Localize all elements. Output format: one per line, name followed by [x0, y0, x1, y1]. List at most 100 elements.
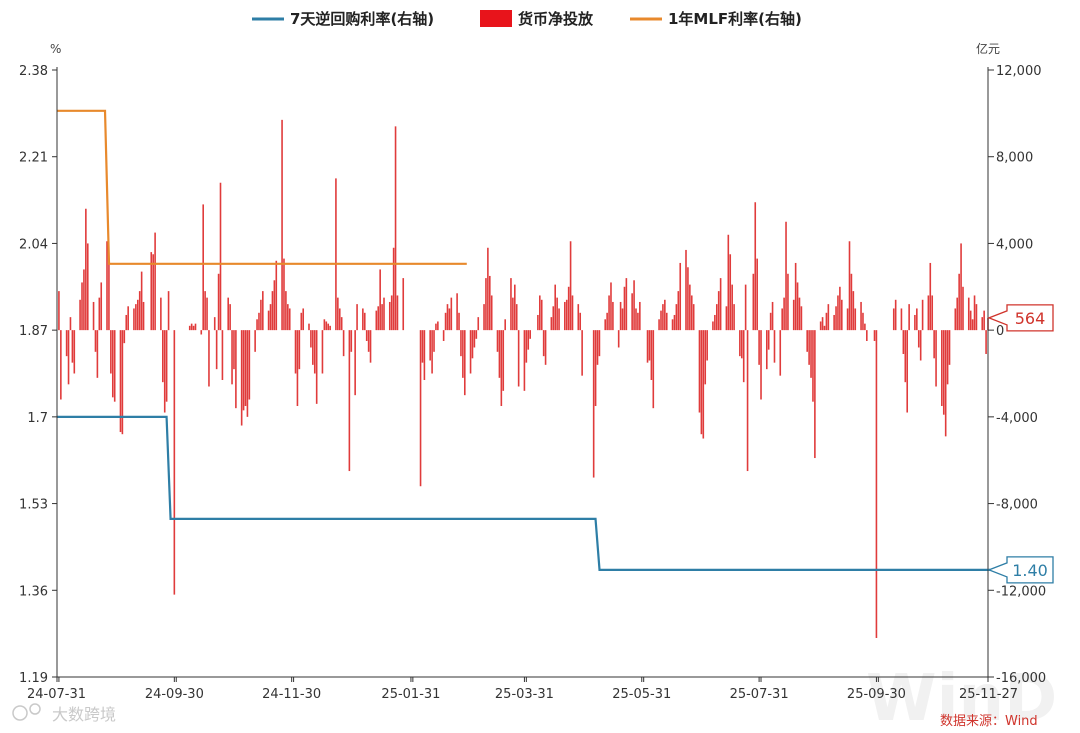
- bar-27: [133, 308, 135, 331]
- bar-233: [733, 304, 735, 331]
- bar-173: [564, 301, 566, 331]
- bar-222: [704, 330, 707, 385]
- bar-165: [540, 299, 543, 331]
- bar-194: [625, 278, 628, 331]
- bar-150: [498, 330, 501, 378]
- bar-191: [619, 301, 622, 331]
- bar-188: [610, 282, 612, 331]
- bar-306: [948, 330, 951, 365]
- bar-153: [504, 319, 506, 331]
- bar-203: [652, 330, 655, 409]
- bar-131: [446, 304, 449, 331]
- right-tick-label-7: 12,000: [996, 64, 1042, 79]
- bar-41: [173, 330, 176, 595]
- bar-94: [327, 323, 330, 331]
- line-series-0: [57, 415, 990, 571]
- bar-169: [552, 306, 555, 331]
- bar-287: [900, 308, 903, 331]
- bar-104: [356, 304, 358, 331]
- bar-213: [679, 262, 682, 331]
- bar-147: [489, 275, 491, 331]
- bar-305: [946, 330, 949, 385]
- bar-125: [431, 330, 433, 374]
- bar-291: [908, 304, 910, 331]
- bar-313: [969, 310, 972, 331]
- bar-145: [485, 278, 487, 331]
- bar-77: [283, 258, 285, 331]
- bar-267: [825, 312, 828, 331]
- legend-item-0[interactable]: 7天逆回购利率(右轴): [290, 10, 434, 28]
- bar-297: [927, 295, 930, 331]
- bar-168: [550, 317, 553, 331]
- bar-139: [469, 330, 472, 374]
- bar-116: [390, 295, 393, 331]
- bar-23: [121, 330, 124, 435]
- bar-210: [673, 314, 676, 331]
- bar-143: [477, 317, 480, 331]
- bar-294: [917, 330, 920, 348]
- bar-249: [779, 330, 782, 376]
- legend-item-1[interactable]: 货币净投放: [518, 10, 594, 28]
- bar-11: [86, 243, 89, 331]
- bar-177: [571, 295, 574, 331]
- bar-285: [892, 308, 895, 331]
- bar-223: [706, 330, 708, 361]
- bar-127: [435, 323, 437, 331]
- bar-247: [771, 301, 774, 331]
- bar-88: [312, 330, 314, 365]
- bar-280: [862, 312, 864, 331]
- bar-2: [65, 330, 68, 357]
- bar-122: [421, 330, 424, 363]
- bar-137: [462, 330, 464, 378]
- bar-68: [258, 312, 260, 331]
- x-tick-label-2: 24-11-30: [262, 687, 321, 702]
- right-tick-label-2: -8,000: [996, 498, 1038, 513]
- x-tick-label-5: 25-05-31: [612, 687, 671, 702]
- bar-72: [269, 304, 272, 331]
- bar-135: [458, 312, 460, 331]
- bar-20: [111, 330, 114, 398]
- x-tick-label-6: 25-07-31: [730, 687, 789, 702]
- bar-167: [544, 330, 547, 365]
- bar-148: [490, 295, 493, 331]
- bar-319: [985, 330, 987, 354]
- bar-56: [227, 297, 229, 331]
- bar-161: [527, 330, 530, 350]
- right-tick-label-4: 0: [996, 324, 1004, 339]
- bar-98: [338, 308, 341, 331]
- bar-205: [660, 310, 662, 331]
- bar-103: [354, 330, 356, 396]
- bar-262: [812, 330, 814, 402]
- bar-91: [321, 330, 324, 374]
- bar-184: [598, 330, 601, 357]
- bar-37: [162, 330, 164, 383]
- bar-268: [827, 304, 830, 331]
- bar-110: [375, 310, 378, 331]
- bar-232: [731, 284, 733, 331]
- bar-298: [929, 262, 932, 331]
- bar-123: [423, 330, 426, 380]
- bar-276: [850, 273, 853, 331]
- bar-237: [744, 284, 747, 331]
- bar-180: [581, 330, 583, 376]
- legend-item-2[interactable]: 1年MLF利率(右轴): [668, 10, 802, 28]
- bar-260: [808, 330, 810, 365]
- bar-182: [594, 330, 597, 407]
- left-tick-label-7: 2.38: [19, 64, 48, 79]
- bar-63: [244, 330, 247, 407]
- bar-151: [500, 330, 503, 407]
- bar-111: [377, 306, 380, 331]
- bar-138: [463, 330, 466, 396]
- bar-266: [823, 325, 826, 331]
- bar-22: [119, 330, 122, 433]
- bar-198: [637, 312, 639, 331]
- bar-79: [287, 304, 289, 331]
- bar-252: [785, 221, 787, 331]
- bar-245: [767, 330, 770, 350]
- bar-275: [848, 241, 851, 331]
- left-tick-label-0: 1.19: [19, 671, 48, 686]
- bar-73: [271, 291, 274, 331]
- bar-85: [302, 308, 305, 331]
- bar-9: [83, 269, 85, 331]
- x-tick-label-0: 24-07-31: [27, 687, 86, 702]
